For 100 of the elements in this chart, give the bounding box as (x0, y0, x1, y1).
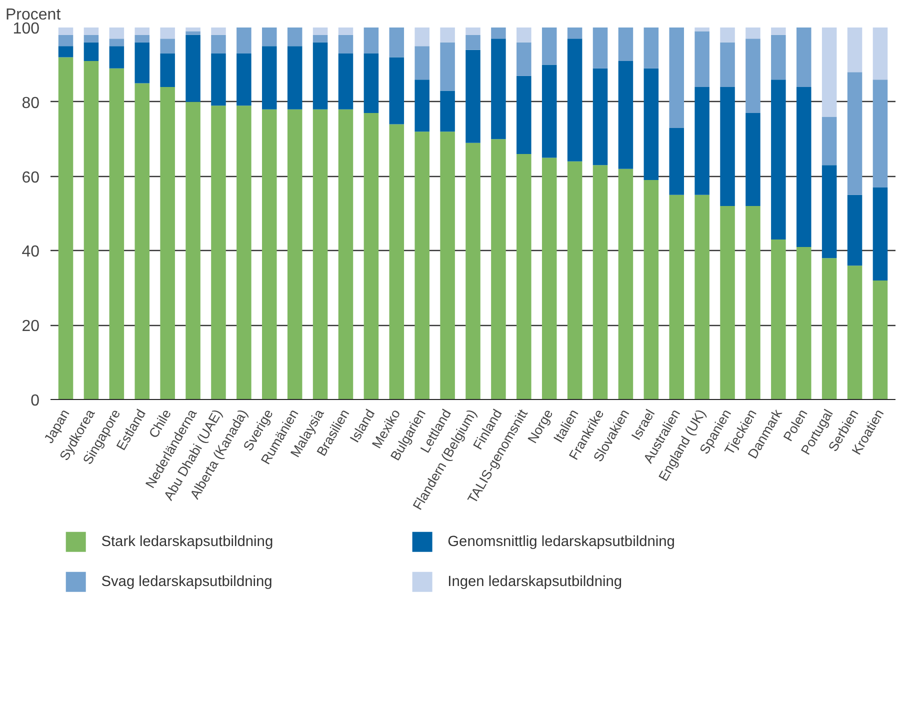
y-tick-label: 0 (30, 392, 40, 410)
bar (746, 28, 760, 39)
bar (694, 194, 710, 400)
bar (847, 72, 862, 195)
bar (58, 34, 74, 46)
bar (872, 28, 888, 80)
bar (58, 57, 74, 400)
bar (872, 280, 888, 400)
bar (262, 109, 277, 400)
bar (491, 139, 506, 400)
bar (746, 206, 760, 400)
bar (287, 28, 302, 46)
bar (58, 28, 74, 35)
bar (84, 28, 99, 35)
bar (669, 128, 684, 195)
bar (567, 161, 582, 400)
bar (644, 180, 659, 400)
bar (58, 46, 74, 58)
bar (466, 28, 480, 35)
bar (211, 106, 226, 400)
bar (872, 80, 888, 188)
bar (542, 64, 557, 158)
bar (84, 60, 99, 400)
bar (312, 28, 328, 35)
bar (236, 54, 252, 106)
y-tick-label: 80 (22, 94, 40, 112)
bar (338, 54, 354, 110)
bar (440, 90, 455, 132)
bar (186, 34, 200, 102)
bar (84, 34, 99, 42)
bar (872, 187, 888, 280)
bar (338, 109, 354, 400)
bar (364, 54, 379, 114)
bar (338, 28, 354, 35)
bar (491, 28, 506, 39)
bar (516, 42, 532, 76)
bar (516, 28, 532, 42)
bar (414, 46, 430, 80)
y-axis-title: Procent (6, 6, 62, 24)
bar (211, 28, 226, 35)
bar (618, 60, 634, 169)
bar (389, 57, 404, 124)
bar (847, 266, 862, 400)
bar (262, 46, 277, 110)
bar (542, 28, 557, 65)
bar (822, 116, 837, 166)
bar (720, 28, 735, 42)
bar (440, 42, 455, 91)
bar (312, 42, 328, 110)
bar (414, 132, 430, 400)
bar (694, 31, 710, 88)
bar (644, 28, 659, 68)
legend-label: Svag ledarskapsutbildning (101, 574, 272, 590)
bar (567, 38, 582, 162)
bar (466, 34, 480, 50)
bar (720, 206, 735, 400)
y-tick-label: 40 (22, 244, 40, 261)
bar (287, 46, 302, 110)
bar (771, 240, 786, 400)
bar (262, 28, 277, 46)
bar (796, 28, 812, 88)
bar (746, 38, 760, 114)
bar (134, 28, 150, 35)
bar (822, 258, 837, 400)
y-tick-label: 20 (22, 318, 40, 336)
bar (84, 42, 99, 61)
bar (618, 28, 634, 61)
bar (440, 132, 455, 400)
bar (211, 54, 226, 106)
bar (847, 28, 862, 72)
bar (160, 28, 175, 39)
bar (236, 28, 252, 54)
bar (516, 154, 532, 400)
bar (364, 28, 379, 54)
bar (414, 28, 430, 46)
bar (109, 46, 124, 68)
bar (796, 246, 812, 400)
bar (771, 28, 786, 35)
bar (796, 87, 812, 247)
bar (592, 28, 608, 68)
bar (720, 42, 735, 88)
bar (364, 113, 379, 400)
bar (160, 38, 175, 54)
bar (389, 28, 404, 58)
bar (211, 34, 226, 54)
bar (771, 80, 786, 240)
bar (542, 158, 557, 400)
bar (491, 38, 506, 140)
bar (236, 106, 252, 400)
bar (160, 54, 175, 88)
bar (109, 28, 124, 39)
bar (771, 34, 786, 80)
legend-label: Genomsnittlig ledarskapsutbildning (448, 534, 675, 550)
bar (287, 109, 302, 400)
legend-label: Stark ledarskapsutbildning (101, 534, 274, 550)
bar (592, 165, 608, 400)
bar (669, 194, 684, 400)
bar (694, 28, 710, 32)
legend-label: Ingen ledarskapsutbildning (448, 574, 622, 590)
bar (746, 113, 760, 206)
